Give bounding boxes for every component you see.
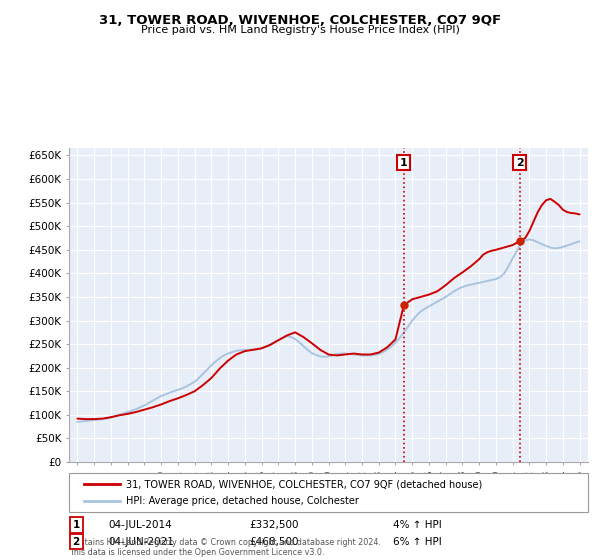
Text: 04-JUN-2021: 04-JUN-2021 [108, 536, 174, 547]
Text: HPI: Average price, detached house, Colchester: HPI: Average price, detached house, Colc… [126, 496, 359, 506]
Text: 31, TOWER ROAD, WIVENHOE, COLCHESTER, CO7 9QF: 31, TOWER ROAD, WIVENHOE, COLCHESTER, CO… [99, 14, 501, 27]
Text: 2: 2 [73, 536, 80, 547]
Text: Price paid vs. HM Land Registry's House Price Index (HPI): Price paid vs. HM Land Registry's House … [140, 25, 460, 35]
Text: £468,500: £468,500 [249, 536, 299, 547]
Text: 1: 1 [73, 520, 80, 530]
Text: 1: 1 [400, 157, 408, 167]
Text: 31, TOWER ROAD, WIVENHOE, COLCHESTER, CO7 9QF (detached house): 31, TOWER ROAD, WIVENHOE, COLCHESTER, CO… [126, 479, 482, 489]
Text: 2: 2 [516, 157, 524, 167]
Text: 4% ↑ HPI: 4% ↑ HPI [393, 520, 442, 530]
Text: £332,500: £332,500 [249, 520, 299, 530]
Text: Contains HM Land Registry data © Crown copyright and database right 2024.
This d: Contains HM Land Registry data © Crown c… [69, 538, 381, 557]
Text: 04-JUL-2014: 04-JUL-2014 [108, 520, 172, 530]
Text: 6% ↑ HPI: 6% ↑ HPI [393, 536, 442, 547]
